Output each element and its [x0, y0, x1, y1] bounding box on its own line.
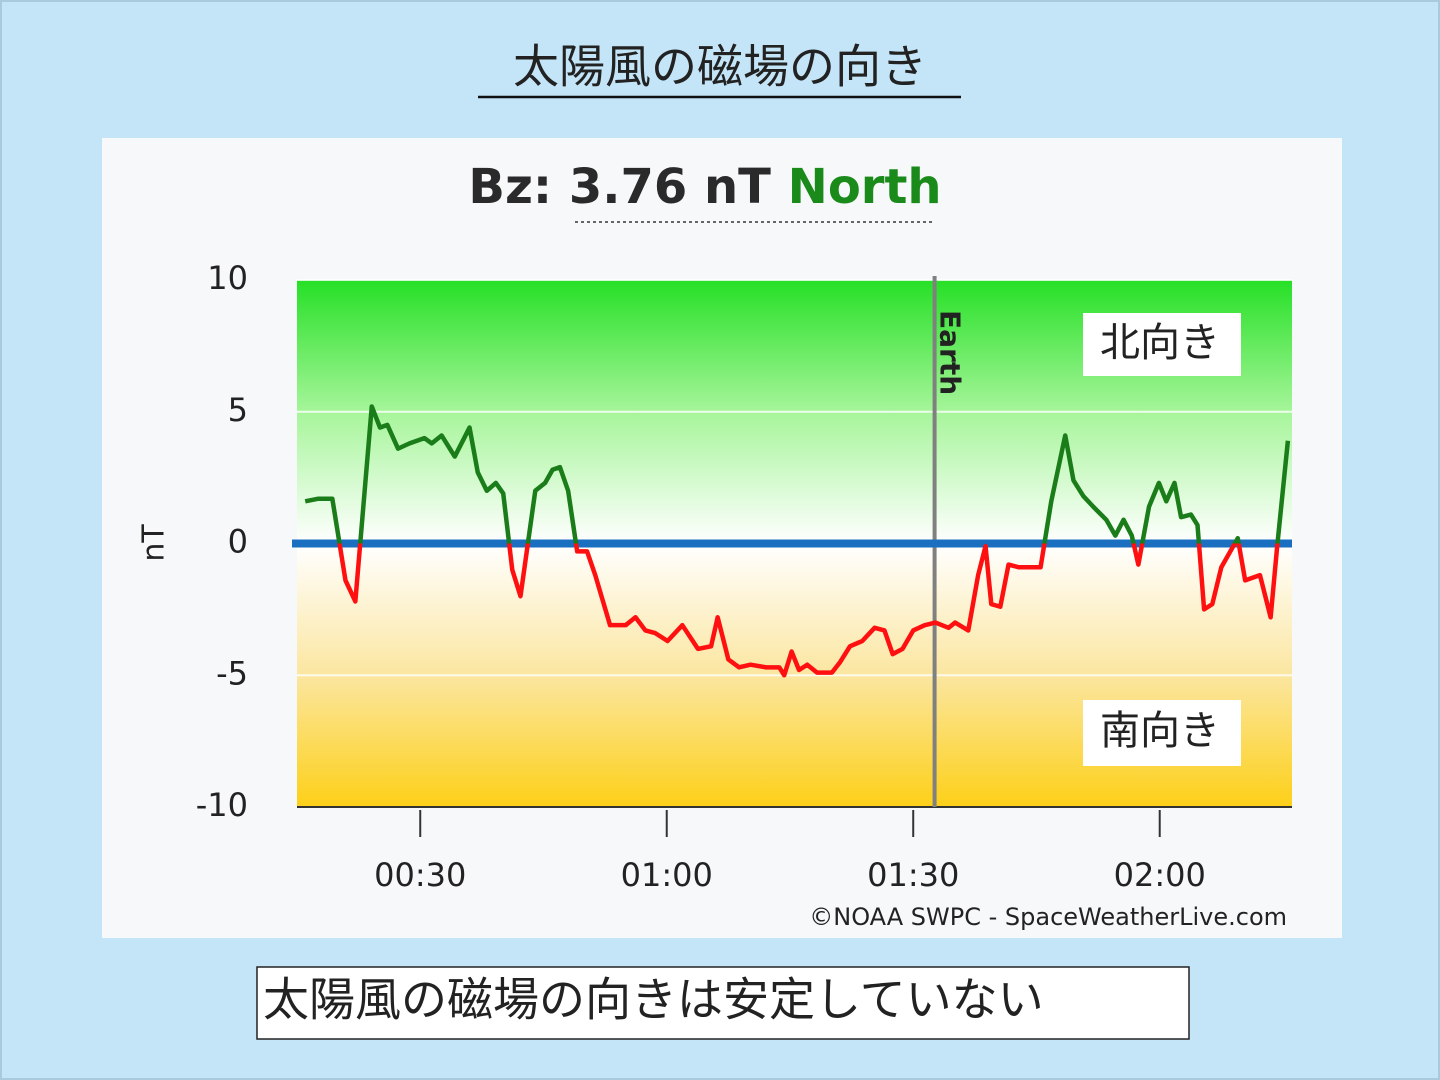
- south-box: [1083, 700, 1241, 766]
- x-tick-label: 00:30: [374, 856, 466, 894]
- bz-direction: North: [788, 159, 942, 215]
- earth-label: Earth: [934, 310, 967, 395]
- bz-value: 3.76: [569, 159, 687, 215]
- credit: ©NOAA SWPC - SpaceWeatherLive.com: [809, 903, 1287, 931]
- slide-title: 太陽風の磁場の向き: [513, 40, 927, 94]
- y-tick-label: 5: [228, 391, 248, 429]
- x-tick-label: 01:00: [621, 856, 713, 894]
- bz-unit: nT: [704, 159, 771, 215]
- bz-line: [304, 404, 1291, 544]
- bz-line: [337, 543, 1280, 678]
- x-tick-label: 01:30: [867, 856, 959, 894]
- bz-label: Bz:: [468, 159, 552, 215]
- y-tick-label: 10: [207, 259, 248, 297]
- north-box: [1083, 313, 1241, 376]
- caption: 太陽風の磁場の向きは安定していない: [263, 973, 1044, 1027]
- y-tick-label: -5: [216, 654, 248, 692]
- chart-title: Bz: 3.76 nT North: [468, 159, 941, 215]
- caption-box: [256, 966, 1190, 1040]
- plot-layer: [292, 276, 1292, 837]
- x-tick-label: 02:00: [1114, 856, 1206, 894]
- y-tick-label: 0: [228, 523, 248, 561]
- y-axis-label: nT: [137, 524, 172, 562]
- north-label: 北向き: [1100, 320, 1220, 366]
- y-tick-label: -10: [196, 786, 248, 824]
- south-label: 南向き: [1100, 708, 1220, 754]
